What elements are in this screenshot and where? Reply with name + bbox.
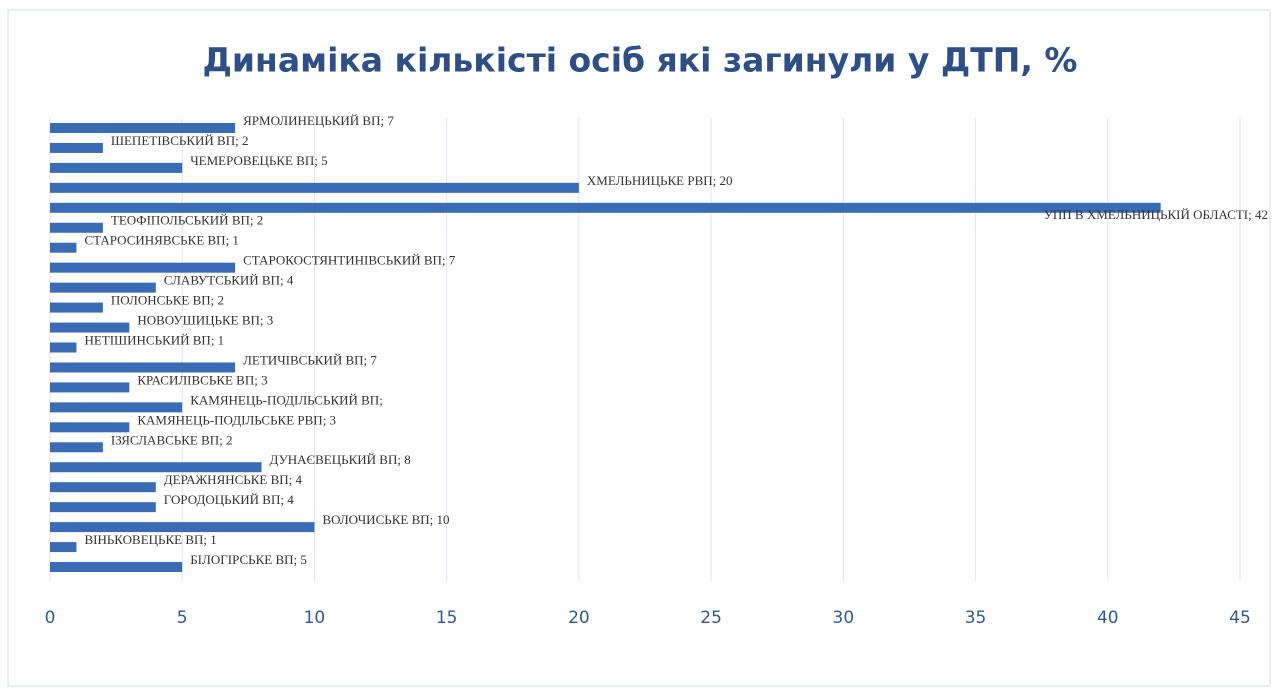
data-label: КАМЯНЕЦЬ-ПОДІЛЬСЬКИЙ ВП; [190,392,383,407]
bar [50,362,236,373]
bar [50,422,130,433]
bar [50,382,130,393]
data-label: ХМЕЛЬНИЦЬКЕ РВП; 20 [587,173,733,188]
data-label: ДЕРАЖНЯНСЬКЕ ВП; 4 [164,472,303,487]
bar [50,482,156,493]
data-label: ЧЕМЕРОВЕЦЬКЕ ВП; 5 [190,153,327,168]
bar [50,162,183,173]
x-tick-label: 40 [1097,608,1119,628]
data-label: ІЗЯСЛАВСЬКЕ ВП; 2 [111,432,233,447]
data-label: УПП В ХМЕЛЬНИЦЬКІЙ ОБЛАСТІ; 42 [1044,207,1268,222]
data-label: ТЕОФІПОЛЬСЬКИЙ ВП; 2 [111,213,263,228]
x-tick-label: 5 [177,608,188,628]
data-label: ЯРМОЛИНЕЦЬКИЙ ВП; 7 [243,113,394,128]
data-label: ЛЕТИЧІВСЬКИЙ ВП; 7 [243,352,377,367]
bar [50,182,579,193]
x-tick-label: 35 [965,608,987,628]
bar [50,142,103,153]
x-tick-label: 45 [1229,608,1251,628]
bar [50,242,77,253]
bar [50,542,77,553]
data-label: ШЕПЕТІВСЬКИЙ ВП; 2 [111,133,249,148]
x-tick-label: 0 [45,608,56,628]
x-tick-label: 30 [833,608,855,628]
bar [50,322,130,333]
data-label: СЛАВУТСЬКИЙ ВП; 4 [164,273,294,288]
bar [50,122,236,133]
data-label: ДУНАЄВЕЦЬКИЙ ВП; 8 [270,452,411,467]
data-label: ВІНЬКОВЕЦЬКЕ ВП; 1 [84,532,216,547]
bar [50,302,103,313]
x-tick-label: 25 [700,608,722,628]
bar [50,442,103,453]
chart-frame [7,9,1271,687]
bar [50,402,183,413]
bar [50,262,236,273]
x-tick-label: 20 [568,608,590,628]
data-label: ВОЛОЧИСЬКЕ ВП; 10 [322,512,449,527]
data-label: ПОЛОНСЬКЕ ВП; 2 [111,293,224,308]
data-label: НЕТІШИНСЬКИЙ ВП; 1 [84,332,224,347]
x-tick-label: 10 [304,608,326,628]
data-label: СТАРОСИНЯВСЬКЕ ВП; 1 [84,233,239,248]
bar [50,562,183,573]
bar [50,342,77,353]
bar [50,502,156,513]
chart-title: Динаміка кількісті осіб які загинули у Д… [203,41,1078,80]
bar [50,522,315,533]
data-label: КАМЯНЕЦЬ-ПОДІЛЬСЬКЕ РВП; 3 [137,412,336,427]
data-label: БІЛОГІРСЬКЕ ВП; 5 [190,552,307,567]
bar [50,222,103,233]
bar [50,462,262,473]
bar [50,282,156,293]
data-label: КРАСИЛІВСЬКЕ ВП; 3 [137,372,267,387]
data-label: ГОРОДОЦЬКИЙ ВП; 4 [164,492,294,507]
x-tick-label: 15 [436,608,458,628]
data-label: СТАРОКОСТЯНТИНІВСЬКИЙ ВП; 7 [243,253,456,268]
data-label: НОВОУШИЦЬКЕ ВП; 3 [137,313,273,328]
bar [50,202,1161,213]
